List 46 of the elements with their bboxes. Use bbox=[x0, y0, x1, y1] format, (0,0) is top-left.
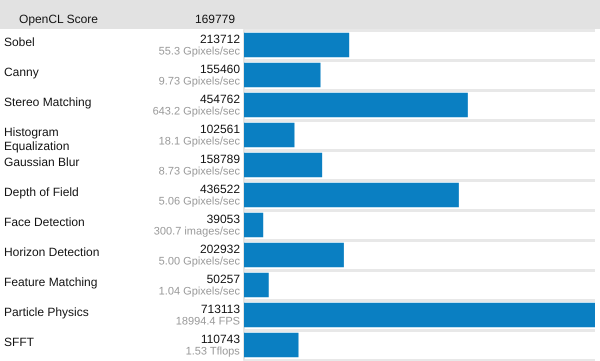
bar bbox=[244, 62, 321, 88]
text: 8.73 Gpixels/sec bbox=[158, 166, 240, 178]
bar bbox=[244, 242, 344, 268]
bar bbox=[244, 32, 350, 58]
y-tick-label: Canny bbox=[4, 65, 39, 79]
bar bbox=[244, 92, 468, 118]
bar bbox=[244, 212, 264, 238]
data-label: 39053 bbox=[206, 212, 240, 226]
text: OpenCL Score bbox=[19, 12, 98, 26]
y-tick-label: Sobel bbox=[4, 35, 35, 49]
data-label: 202932 bbox=[200, 242, 240, 256]
data-label: 102561 bbox=[200, 122, 240, 136]
y-tick-label: Stereo Matching bbox=[4, 95, 92, 109]
chart-subtitle: 169779 bbox=[194, 12, 236, 26]
text: 5.06 Gpixels/sec bbox=[158, 196, 240, 208]
bar bbox=[244, 332, 299, 358]
bar bbox=[244, 182, 459, 208]
text: 55.3 Gpixels/sec bbox=[158, 46, 240, 58]
text: 643.2 Gpixels/sec bbox=[152, 106, 240, 118]
y-tick-label: Feature Matching bbox=[4, 275, 98, 289]
y-tick-label: Face Detection bbox=[4, 215, 85, 229]
data-label: 213712 bbox=[200, 32, 240, 46]
bar bbox=[244, 302, 595, 328]
data-label: 436522 bbox=[200, 182, 240, 196]
text: 1.53 Tflops bbox=[186, 346, 240, 358]
text: 1.04 Gpixels/sec bbox=[158, 286, 240, 298]
y-tick-label: Depth of Field bbox=[4, 185, 79, 199]
text: 300.7 images/sec bbox=[154, 226, 240, 238]
data-label: 158789 bbox=[200, 152, 240, 166]
y-tick-label: Histogram Equalization bbox=[4, 125, 70, 153]
bar bbox=[244, 122, 294, 148]
text: 18.1 Gpixels/sec bbox=[158, 136, 240, 148]
bar bbox=[244, 272, 269, 298]
text: 18994.4 FPS bbox=[176, 316, 240, 328]
y-tick-label: Horizon Detection bbox=[4, 245, 100, 259]
data-label: 454762 bbox=[200, 92, 240, 106]
data-label: 713113 bbox=[200, 302, 240, 316]
data-label: 155460 bbox=[200, 62, 240, 76]
data-label: 50257 bbox=[206, 272, 240, 286]
bar bbox=[244, 152, 322, 178]
data-label: 110743 bbox=[200, 332, 240, 346]
text: 9.73 Gpixels/sec bbox=[158, 76, 240, 88]
text: 5.00 Gpixels/sec bbox=[158, 256, 240, 268]
y-tick-label: Gaussian Blur bbox=[4, 155, 80, 169]
y-tick-label: Particle Physics bbox=[4, 305, 89, 319]
y-tick-label: SFFT bbox=[4, 335, 35, 349]
